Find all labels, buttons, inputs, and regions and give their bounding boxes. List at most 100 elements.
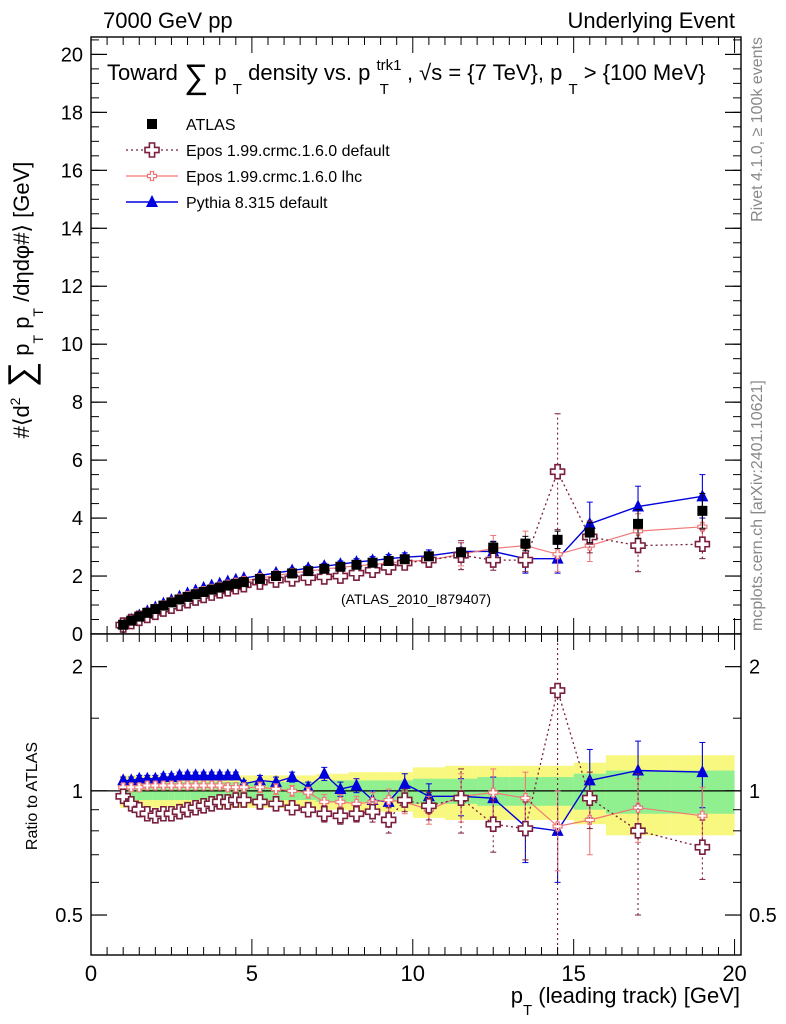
ratio-point-pythia-8-315-default	[205, 768, 218, 781]
main-point-epos-1-99-crmc-1-6-0-default	[316, 569, 333, 585]
title-sub-t2: T	[380, 81, 389, 98]
legend-label-pythia-8-315-default: Pythia 8.315 default	[186, 195, 328, 212]
ratio-point-pythia-8-315-default	[141, 771, 154, 784]
ratio-point-pythia-8-315-default	[181, 768, 194, 781]
ratio-ytick-label-right: 2	[749, 657, 760, 679]
ratio-point-epos-1-99-crmc-1-6-0-lhc	[126, 782, 137, 793]
ylabel-sub-t2: T	[30, 308, 46, 317]
ratio-point-pythia-8-315-default	[197, 768, 210, 781]
ratio-point-epos-1-99-crmc-1-6-0-default	[549, 682, 566, 699]
ratio-point-epos-1-99-crmc-1-6-0-lhc	[270, 783, 282, 795]
main-point-atlas	[584, 527, 595, 538]
main-point-atlas	[633, 518, 644, 529]
main-ytick-label: 8	[72, 392, 83, 414]
ratio-point-pythia-8-315-default	[398, 776, 411, 789]
main-point-atlas	[351, 559, 362, 570]
ratio-point-epos-1-99-crmc-1-6-0-default	[316, 805, 333, 822]
main-point-atlas	[222, 580, 233, 591]
main-ytick-label: 2	[72, 566, 83, 588]
ratio-point-epos-1-99-crmc-1-6-0-default	[332, 807, 349, 824]
ylabel-sup2: 2	[7, 397, 23, 405]
ratio-point-epos-1-99-crmc-1-6-0-default	[581, 790, 598, 806]
ratio-point-epos-1-99-crmc-1-6-0-default	[694, 839, 711, 856]
ratio-point-epos-1-99-crmc-1-6-0-lhc	[488, 787, 499, 798]
ratio-ytick-label-right: 1	[749, 781, 760, 803]
main-point-atlas	[383, 555, 394, 566]
ratio-xtick-label: 0	[85, 961, 97, 986]
main-point-atlas	[238, 577, 249, 588]
main-point-atlas	[423, 551, 434, 562]
ylabel-p2: p	[9, 317, 34, 335]
main-point-pythia-8-315-default	[632, 499, 645, 512]
ratio-point-epos-1-99-crmc-1-6-0-lhc	[206, 780, 217, 791]
ratio-point-epos-1-99-crmc-1-6-0-default	[453, 790, 469, 806]
ratio-frame	[90, 633, 742, 956]
main-point-atlas	[303, 566, 314, 577]
ratio-point-epos-1-99-crmc-1-6-0-lhc	[254, 782, 266, 793]
main-point-atlas	[271, 571, 282, 582]
legend-marker-pythia-8-315-default	[146, 195, 158, 207]
ylabel-open: #⟨d	[9, 405, 34, 438]
main-title: Toward ∑ p T density vs. p trk1 T , √s =…	[107, 50, 705, 99]
main-data-layer	[115, 413, 711, 633]
ratio-point-epos-1-99-crmc-1-6-0-lhc	[158, 780, 169, 791]
main-ytick-label: 6	[72, 450, 83, 472]
ratio-point-epos-1-99-crmc-1-6-0-lhc	[222, 782, 233, 793]
ratio-point-pythia-8-315-default	[350, 778, 363, 791]
ratio-point-epos-1-99-crmc-1-6-0-lhc	[383, 794, 394, 806]
ratio-point-pythia-8-315-default	[318, 766, 331, 779]
main-point-atlas	[319, 563, 330, 574]
ratio-xtick-label: 15	[561, 961, 585, 986]
ratio-point-epos-1-99-crmc-1-6-0-lhc	[134, 782, 145, 793]
ratio-xtick-label: 20	[722, 961, 746, 986]
ratio-point-pythia-8-315-default	[302, 780, 315, 793]
process-label: Underlying Event	[567, 8, 735, 33]
main-plot-area	[91, 37, 741, 634]
main-point-atlas	[552, 534, 563, 545]
title-toward: Toward	[107, 60, 178, 85]
legend-label-atlas: ATLAS	[186, 117, 236, 134]
ratio-point-epos-1-99-crmc-1-6-0-lhc	[182, 780, 193, 791]
main-point-epos-1-99-crmc-1-6-0-default	[348, 565, 365, 581]
ratio-point-epos-1-99-crmc-1-6-0-default	[139, 805, 156, 822]
ratio-xtick-label: 10	[401, 961, 425, 986]
ratio-point-epos-1-99-crmc-1-6-0-default	[485, 816, 502, 833]
main-point-epos-1-99-crmc-1-6-0-lhc	[552, 549, 563, 560]
legend-marker-atlas	[147, 119, 157, 129]
ratio-point-epos-1-99-crmc-1-6-0-lhc	[214, 780, 225, 791]
main-point-atlas	[214, 582, 225, 593]
ratio-point-epos-1-99-crmc-1-6-0-lhc	[230, 782, 241, 793]
main-point-atlas	[206, 584, 217, 595]
ratio-point-pythia-8-315-default	[229, 768, 242, 781]
ratio-point-epos-1-99-crmc-1-6-0-lhc	[335, 796, 346, 808]
legend-marker-epos-1-99-crmc-1-6-0-lhc	[146, 170, 158, 182]
ratio-point-epos-1-99-crmc-1-6-0-lhc	[520, 793, 531, 804]
ratio-point-epos-1-99-crmc-1-6-0-default	[348, 805, 365, 822]
rivet-label: Rivet 4.1.0, ≥ 100k events	[749, 37, 766, 222]
main-line-epos-1-99-crmc-1-6-0-default	[122, 470, 703, 626]
main-ytick-label: 0	[72, 624, 83, 646]
ratio-point-epos-1-99-crmc-1-6-0-default	[300, 801, 317, 818]
ratio-point-epos-1-99-crmc-1-6-0-default	[517, 820, 534, 837]
ratio-ytick-label: 0.5	[55, 905, 83, 927]
svg-text:#⟨d2 ∑ pT pT /dηdφ#⟩ [GeV]: #⟨d2 ∑ pT pT /dηdφ#⟩ [GeV]	[0, 162, 46, 439]
title-sub-t: T	[233, 81, 242, 98]
ratio-point-epos-1-99-crmc-1-6-0-lhc	[166, 780, 177, 791]
ratio-point-epos-1-99-crmc-1-6-0-default	[284, 799, 300, 816]
main-ytick-label: 18	[61, 102, 83, 124]
ratio-point-pythia-8-315-default	[583, 773, 596, 786]
title-sup-trk: trk1	[377, 57, 402, 74]
legend-marker-epos-1-99-crmc-1-6-0-default	[144, 142, 160, 158]
main-point-atlas	[399, 554, 410, 565]
main-point-epos-1-99-crmc-1-6-0-default	[630, 537, 646, 554]
ratio-point-pythia-8-315-default	[696, 765, 709, 778]
legend-label-epos-1-99-crmc-1-6-0-default: Epos 1.99.crmc.1.6.0 default	[186, 143, 390, 160]
analysis-watermark: (ATLAS_2010_I879407)	[341, 591, 491, 607]
main-point-atlas	[287, 568, 298, 579]
ratio-ylabel: Ratio to ATLAS	[24, 742, 41, 850]
ratio-point-epos-1-99-crmc-1-6-0-default	[252, 794, 268, 810]
ratio-point-pythia-8-315-default	[286, 770, 299, 783]
ylabel-sub-t: T	[30, 334, 46, 343]
ratio-point-epos-1-99-crmc-1-6-0-lhc	[632, 802, 644, 813]
